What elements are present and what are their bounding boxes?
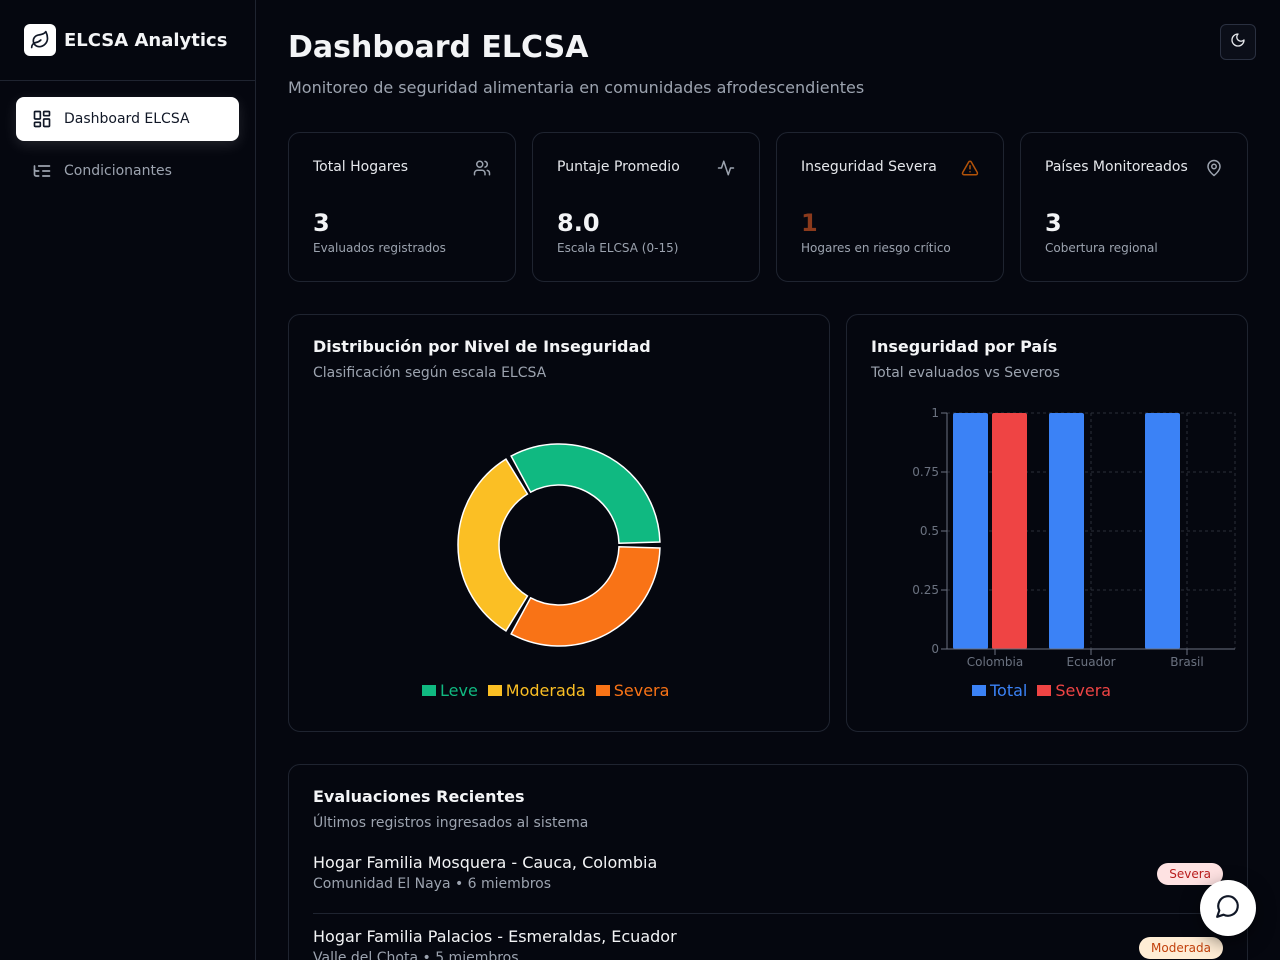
eval-detail: Comunidad El Naya • 6 miembros	[313, 876, 552, 892]
card-title: Distribución por Nivel de Inseguridad	[313, 337, 651, 356]
donut-chart-card: Distribución por Nivel de Inseguridad Cl…	[288, 314, 830, 732]
bar-total-brasil[interactable]	[1145, 413, 1180, 649]
brand-name: ELCSA Analytics	[64, 29, 228, 51]
stat-caption: Escala ELCSA (0-15)	[557, 241, 679, 255]
y-tick-label: 0.75	[912, 465, 939, 479]
legend-label: Severa	[1055, 681, 1112, 700]
donut-chart	[457, 443, 661, 647]
bar-total-colombia[interactable]	[953, 413, 988, 649]
stat-title: Países Monitoreados	[1045, 159, 1188, 175]
legend-label: Leve	[440, 681, 478, 700]
stat-title: Puntaje Promedio	[557, 159, 680, 175]
card-subtitle: Clasificación según escala ELCSA	[313, 365, 547, 381]
stat-caption: Cobertura regional	[1045, 241, 1158, 255]
stat-card-total-hogares: Total Hogares 3 Evaluados registrados	[288, 132, 516, 282]
donut-slice-moderada[interactable]	[457, 458, 529, 632]
y-tick-label: 0.5	[920, 524, 939, 538]
legend-item-moderada: Moderada	[487, 681, 586, 700]
legend-swatch	[487, 685, 502, 696]
sidebar-item-dashboard[interactable]: Dashboard ELCSA	[16, 97, 239, 141]
stat-value: 3	[1045, 209, 1062, 237]
stat-card-paises-monitoreados: Países Monitoreados 3 Cobertura regional	[1020, 132, 1248, 282]
legend-swatch	[1037, 685, 1052, 696]
legend-swatch	[422, 685, 436, 696]
x-tick-label: Brasil	[1170, 655, 1203, 669]
status-badge: Severa	[1157, 863, 1223, 885]
stat-caption: Hogares en riesgo crítico	[801, 241, 951, 255]
status-badge: Moderada	[1139, 937, 1223, 959]
divider	[313, 913, 1223, 914]
card-title: Inseguridad por País	[871, 337, 1058, 356]
brand: ELCSA Analytics	[0, 0, 255, 81]
eval-name: Hogar Familia Palacios - Esmeraldas, Ecu…	[313, 927, 677, 946]
legend-item-severa: Severa	[595, 681, 670, 700]
list-item[interactable]: Hogar Familia Mosquera - Cauca, Colombia…	[313, 853, 1223, 892]
bar-chart: 0 0.25 0.5 0.75 1 Colombia Ecuador Brasil	[912, 406, 1236, 669]
stat-title: Inseguridad Severa	[801, 159, 937, 175]
stat-title: Total Hogares	[313, 159, 409, 175]
recent-evaluations-card: Evaluaciones Recientes Últimos registros…	[288, 764, 1248, 960]
y-tick-label: 0.25	[912, 583, 939, 597]
stat-card-puntaje-promedio: Puntaje Promedio 8.0 Escala ELCSA (0-15)	[532, 132, 760, 282]
card-subtitle: Últimos registros ingresados al sistema	[313, 815, 589, 831]
grid-icon	[32, 109, 52, 129]
legend-label: Total	[990, 681, 1028, 700]
theme-toggle-button[interactable]	[1220, 24, 1256, 60]
stat-card-inseguridad-severa: Inseguridad Severa 1 Hogares en riesgo c…	[776, 132, 1004, 282]
y-tick-label: 0	[931, 642, 939, 656]
card-subtitle: Total evaluados vs Severos	[871, 365, 1060, 381]
eval-detail: Valle del Chota • 5 miembros	[313, 950, 519, 960]
leaf-icon	[24, 24, 56, 56]
message-circle-icon	[1215, 893, 1241, 923]
bar-legend: Total Severa	[972, 681, 1121, 700]
stat-value: 3	[313, 209, 330, 237]
legend-label: Severa	[613, 681, 670, 700]
main-content: Dashboard ELCSA Monitoreo de seguridad a…	[256, 0, 1280, 960]
sidebar: ELCSA Analytics Dashboard ELCSA Condicio…	[0, 0, 256, 960]
eval-name: Hogar Familia Mosquera - Cauca, Colombia	[313, 853, 658, 872]
stat-caption: Evaluados registrados	[313, 241, 446, 255]
legend-swatch	[972, 685, 986, 696]
x-tick-label: Colombia	[967, 655, 1023, 669]
bar-total-ecuador[interactable]	[1049, 413, 1084, 649]
legend-swatch	[595, 685, 610, 696]
bar-severa-colombia[interactable]	[992, 413, 1027, 649]
map-pin-icon	[1205, 159, 1223, 177]
users-icon	[473, 159, 491, 177]
sidebar-item-label: Condicionantes	[64, 163, 172, 179]
stat-value: 1	[801, 209, 818, 237]
legend-item-leve: Leve	[422, 681, 478, 700]
sidebar-nav: Dashboard ELCSA Condicionantes	[0, 81, 255, 217]
list-tree-icon	[32, 161, 52, 181]
chat-button[interactable]	[1200, 880, 1256, 936]
moon-icon	[1230, 32, 1246, 52]
donut-slice-leve[interactable]	[510, 443, 661, 544]
stat-value: 8.0	[557, 209, 600, 237]
list-item[interactable]: Hogar Familia Palacios - Esmeraldas, Ecu…	[313, 927, 1223, 960]
donut-legend: Leve Moderada Severa	[422, 681, 679, 700]
alert-triangle-icon	[961, 159, 979, 177]
legend-item-severa: Severa	[1037, 681, 1111, 700]
page-subtitle: Monitoreo de seguridad alimentaria en co…	[288, 78, 865, 97]
legend-label: Moderada	[505, 681, 586, 700]
sidebar-item-label: Dashboard ELCSA	[64, 111, 190, 127]
x-tick-label: Ecuador	[1066, 655, 1115, 669]
page-title: Dashboard ELCSA	[288, 30, 589, 65]
bar-chart-card: Inseguridad por País Total evaluados vs …	[846, 314, 1248, 732]
card-title: Evaluaciones Recientes	[313, 787, 525, 806]
y-tick-label: 1	[931, 406, 939, 420]
legend-item-total: Total	[972, 681, 1027, 700]
activity-icon	[717, 159, 735, 177]
sidebar-item-condicionantes[interactable]: Condicionantes	[16, 149, 239, 193]
donut-slice-severa[interactable]	[510, 546, 661, 647]
